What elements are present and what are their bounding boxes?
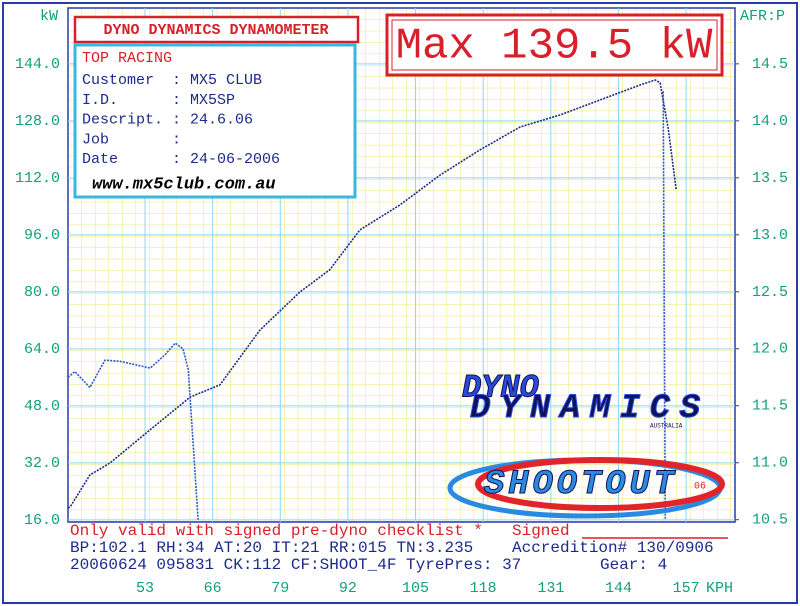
x-tick-label: 144 (605, 580, 632, 597)
y-tick-label: 16.0 (24, 512, 60, 529)
x-axis-label: KPH (706, 580, 733, 597)
info-value: : MX5SP (172, 92, 235, 109)
y2-tick-label: 11.0 (752, 455, 788, 472)
y2-tick-label: 10.5 (752, 512, 788, 529)
footer-signed: Signed (512, 522, 570, 540)
x-tick-label: 79 (271, 580, 289, 597)
y2-tick-label: 14.0 (752, 113, 788, 130)
lines (67, 79, 677, 520)
footer-record: 20060624 095831 CK:112 CF:SHOOT_4F TyreP… (70, 556, 521, 574)
y2-axis-label: AFR:P (740, 8, 785, 25)
info-label: I.D. (82, 92, 118, 109)
footer-gear: Gear: 4 (600, 556, 667, 574)
y-tick-label: 128.0 (15, 113, 60, 130)
info-heading: TOP RACING (82, 50, 172, 67)
footer-conditions: BP:102.1 RH:34 AT:20 IT:21 RR:015 TN:3.2… (70, 539, 473, 557)
info-value: : 24.6.06 (172, 112, 253, 129)
x-tick-label: 118 (470, 580, 497, 597)
x-tick-label: 53 (136, 580, 154, 597)
info-label: Date (82, 151, 118, 168)
info-value: : (172, 131, 181, 148)
max-box (385, 13, 724, 77)
max-box-inner (391, 19, 718, 71)
y-tick-label: 112.0 (15, 170, 60, 187)
url: www.mx5club.com.au (92, 175, 276, 194)
title-box (73, 15, 360, 44)
info-rows: Customer : MX5 CLUB I.D. : MX5SP Descript. : … (82, 72, 280, 168)
logo-australia: AUSTRALIA (650, 423, 683, 430)
data-line (67, 79, 677, 509)
y-tick-label: 64.0 (24, 341, 60, 358)
y-tick-label: 80.0 (24, 284, 60, 301)
y2-tick-label: 13.0 (752, 227, 788, 244)
y2-tick-label: 13.5 (752, 170, 788, 187)
chart-title: DYNO DYNAMICS DYNAMOMETER (103, 22, 328, 39)
y-tick-label: 96.0 (24, 227, 60, 244)
info-value: : 24-06-2006 (172, 151, 280, 168)
info-box (73, 43, 357, 199)
x-tick-label: 131 (537, 580, 564, 597)
info-value: : MX5 CLUB (172, 72, 262, 89)
y-tick-label: 32.0 (24, 455, 60, 472)
y-tick-label: 48.0 (24, 398, 60, 415)
y-axis-label: kW (40, 8, 58, 25)
x-tick-label: 105 (402, 580, 429, 597)
x-tick-label: 157 (673, 580, 700, 597)
footer-accreditation: Accredition# 130/0906 (512, 539, 714, 557)
x-tick-label: 66 (204, 580, 222, 597)
logo-year: 06 (694, 482, 706, 493)
info-label: Descript. (82, 112, 163, 129)
data-line (67, 91, 667, 520)
info-label: Job (82, 131, 109, 148)
max-power: Max 139.5 kW (396, 22, 713, 72)
y-tick-label: 144.0 (15, 56, 60, 73)
y2-tick-label: 12.5 (752, 284, 788, 301)
y2-tick-label: 14.5 (752, 56, 788, 73)
y2-tick-label: 11.5 (752, 398, 788, 415)
y2-tick-label: 12.0 (752, 341, 788, 358)
logo-dyno: DYNO (462, 369, 539, 406)
x-tick-label: 92 (339, 580, 357, 597)
footer-notice: Only valid with signed pre-dyno checklis… (70, 522, 483, 540)
logo-swoosh-red (475, 457, 725, 511)
info-label: Customer (82, 72, 154, 89)
